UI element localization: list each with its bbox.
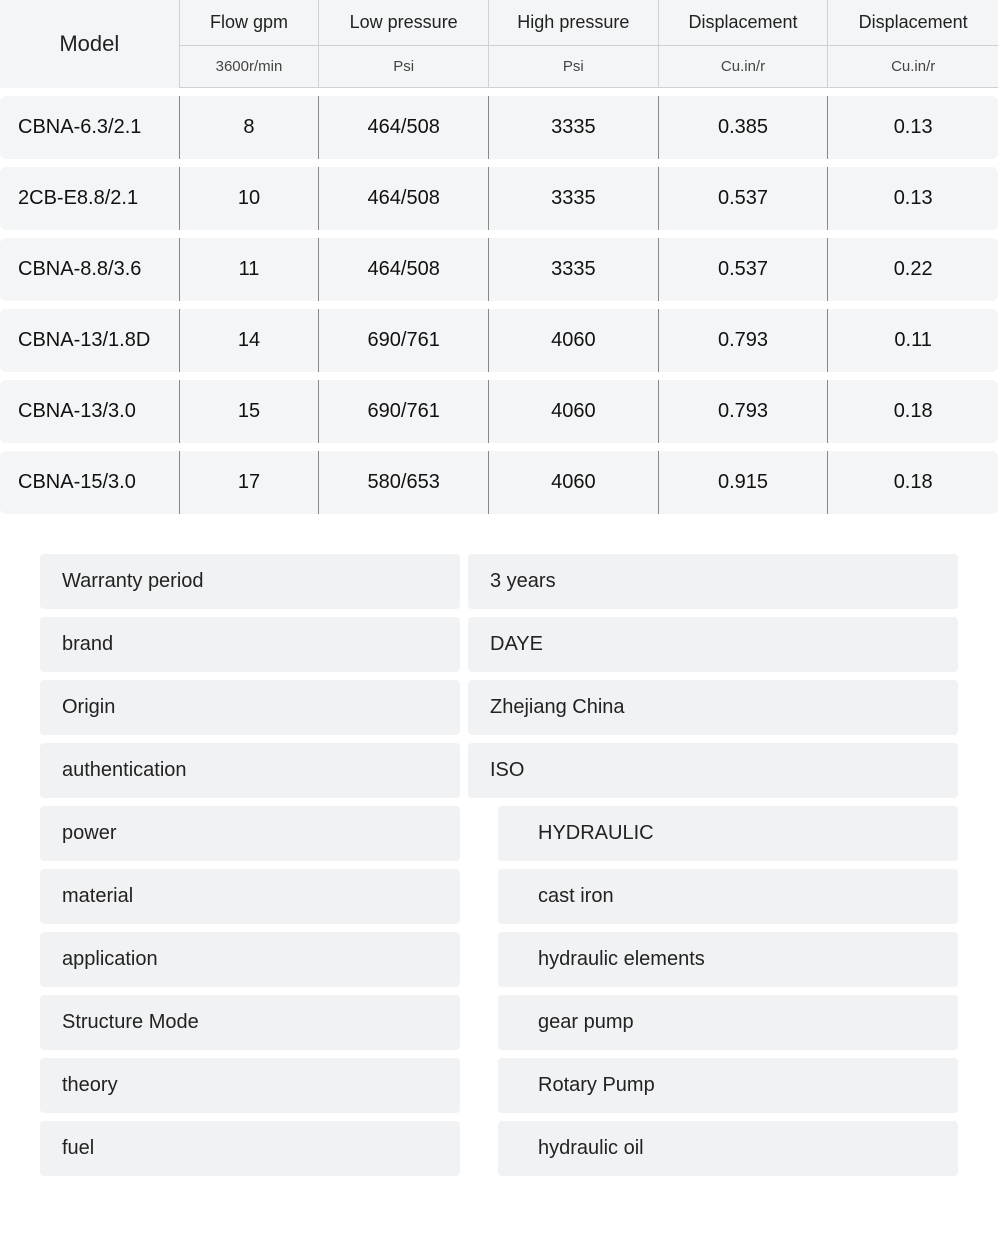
attribute-row: OriginZhejiang China (40, 680, 958, 735)
attribute-value: hydraulic oil (498, 1121, 958, 1176)
value-cell: 0.537 (659, 167, 829, 230)
sub-low-pressure: Psi (319, 46, 489, 88)
value-cell: 4060 (489, 309, 659, 372)
model-cell: CBNA-13/3.0 (0, 380, 180, 443)
col-displacement-2: Displacement (828, 0, 998, 46)
value-cell: 464/508 (319, 238, 489, 301)
sub-flow: 3600r/min (180, 46, 320, 88)
table-row: 2CB-E8.8/2.110464/50833350.5370.13 (0, 167, 998, 230)
attribute-value: 3 years (468, 554, 958, 609)
value-cell: 4060 (489, 451, 659, 514)
model-cell: 2CB-E8.8/2.1 (0, 167, 180, 230)
attribute-row: Warranty period3 years (40, 554, 958, 609)
col-low-pressure: Low pressure (319, 0, 489, 46)
table-row: CBNA-6.3/2.18464/50833350.3850.13 (0, 96, 998, 159)
attribute-value: Zhejiang China (468, 680, 958, 735)
value-cell: 0.13 (828, 167, 998, 230)
col-displacement-1: Displacement (659, 0, 829, 46)
col-model: Model (0, 0, 180, 88)
value-cell: 0.22 (828, 238, 998, 301)
value-cell: 0.793 (659, 380, 829, 443)
sub-high-pressure: Psi (489, 46, 659, 88)
attribute-row: application hydraulic elements (40, 932, 958, 987)
attribute-label: theory (40, 1058, 460, 1113)
attribute-row: power HYDRAULIC (40, 806, 958, 861)
attribute-row: Structure Mode gear pump (40, 995, 958, 1050)
table-row: CBNA-8.8/3.611464/50833350.5370.22 (0, 238, 998, 301)
col-high-pressure: High pressure (489, 0, 659, 46)
attribute-label: material (40, 869, 460, 924)
value-cell: 11 (180, 238, 320, 301)
value-cell: 464/508 (319, 96, 489, 159)
attribute-label: authentication (40, 743, 460, 798)
value-cell: 0.537 (659, 238, 829, 301)
spec-table-head: Model Flow gpm Low pressure High pressur… (0, 0, 998, 88)
attribute-value: cast iron (498, 869, 958, 924)
value-cell: 3335 (489, 167, 659, 230)
value-cell: 690/761 (319, 380, 489, 443)
attribute-label: Structure Mode (40, 995, 460, 1050)
attribute-value: HYDRAULIC (498, 806, 958, 861)
attribute-value: Rotary Pump (498, 1058, 958, 1113)
value-cell: 0.13 (828, 96, 998, 159)
value-cell: 0.385 (659, 96, 829, 159)
attribute-value: hydraulic elements (498, 932, 958, 987)
table-row: CBNA-15/3.017580/65340600.9150.18 (0, 451, 998, 514)
attribute-label: brand (40, 617, 460, 672)
value-cell: 14 (180, 309, 320, 372)
value-cell: 17 (180, 451, 320, 514)
value-cell: 580/653 (319, 451, 489, 514)
value-cell: 10 (180, 167, 320, 230)
attribute-row: authenticationISO (40, 743, 958, 798)
value-cell: 464/508 (319, 167, 489, 230)
value-cell: 4060 (489, 380, 659, 443)
value-cell: 0.11 (828, 309, 998, 372)
attribute-label: power (40, 806, 460, 861)
value-cell: 0.915 (659, 451, 829, 514)
attribute-row: brandDAYE (40, 617, 958, 672)
spec-table: Model Flow gpm Low pressure High pressur… (0, 0, 998, 514)
value-cell: 3335 (489, 238, 659, 301)
sub-disp-2: Cu.in/r (828, 46, 998, 88)
value-cell: 15 (180, 380, 320, 443)
attribute-value: gear pump (498, 995, 958, 1050)
attribute-row: fuel hydraulic oil (40, 1121, 958, 1176)
attribute-row: theory Rotary Pump (40, 1058, 958, 1113)
attributes-list: Warranty period3 yearsbrandDAYEOriginZhe… (40, 554, 958, 1176)
attribute-row: material cast iron (40, 869, 958, 924)
attribute-value: DAYE (468, 617, 958, 672)
model-cell: CBNA-15/3.0 (0, 451, 180, 514)
attribute-value: ISO (468, 743, 958, 798)
attribute-label: Warranty period (40, 554, 460, 609)
value-cell: 0.18 (828, 380, 998, 443)
attribute-label: fuel (40, 1121, 460, 1176)
attribute-label: application (40, 932, 460, 987)
table-row: CBNA-13/1.8D14690/76140600.7930.11 (0, 309, 998, 372)
table-row: CBNA-13/3.015690/76140600.7930.18 (0, 380, 998, 443)
value-cell: 8 (180, 96, 320, 159)
value-cell: 0.793 (659, 309, 829, 372)
value-cell: 690/761 (319, 309, 489, 372)
col-flow: Flow gpm (180, 0, 320, 46)
sub-disp-1: Cu.in/r (659, 46, 829, 88)
model-cell: CBNA-13/1.8D (0, 309, 180, 372)
spec-table-body: CBNA-6.3/2.18464/50833350.3850.132CB-E8.… (0, 88, 998, 514)
value-cell: 0.18 (828, 451, 998, 514)
model-cell: CBNA-6.3/2.1 (0, 96, 180, 159)
attribute-label: Origin (40, 680, 460, 735)
value-cell: 3335 (489, 96, 659, 159)
model-cell: CBNA-8.8/3.6 (0, 238, 180, 301)
